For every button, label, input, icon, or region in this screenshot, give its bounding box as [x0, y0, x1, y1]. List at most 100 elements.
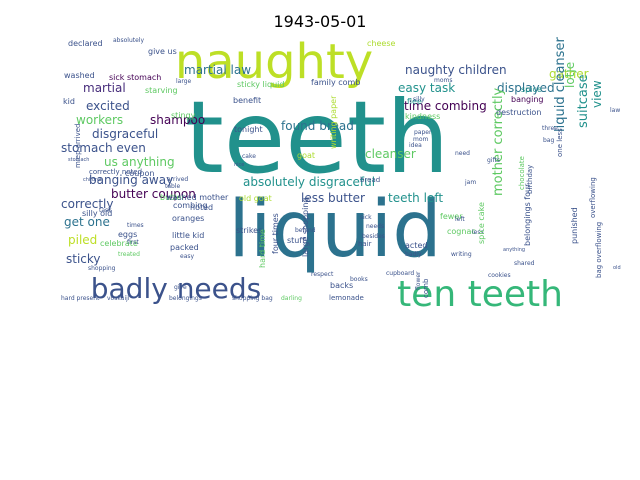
word-benefit: benefit — [233, 96, 261, 105]
word-arrived: arrived — [167, 176, 188, 183]
word-destruction: destruction — [496, 108, 541, 117]
word-miep-arrived: miep arrived — [74, 124, 82, 169]
word-washed-mother: washed mother — [166, 193, 229, 202]
word-time-combing: time combing — [404, 99, 487, 113]
word-cognac: cognac — [447, 227, 476, 236]
word-shopping: shopping — [88, 265, 116, 272]
word-banging-away: banging away — [89, 173, 173, 187]
word-writing-paper: writing paper — [329, 95, 338, 149]
word-gifts: gifts — [487, 157, 500, 164]
word-liquid-cleanser: liquid cleanser — [553, 37, 568, 132]
word-hard-time: hard time — [258, 229, 267, 268]
word-tonight: tonight — [234, 125, 263, 134]
word-family-comb: family comb — [311, 78, 360, 87]
word-acted: acted — [405, 241, 427, 250]
word-birthday: birthday — [526, 165, 534, 194]
word-badly: badly — [405, 251, 422, 258]
word-need: need — [455, 150, 470, 157]
word-oranges: oranges — [172, 214, 204, 223]
word-goat: goat — [297, 151, 315, 160]
word-task: task — [99, 207, 112, 214]
word-declared: declared — [68, 39, 103, 48]
word-bread: bread — [360, 176, 380, 184]
word-voskuijl: voskuijl — [107, 295, 130, 302]
word-little-kid: little kid — [172, 231, 204, 240]
word-found-bread: found bread — [281, 119, 354, 133]
word-spice: spice — [521, 85, 542, 94]
word-less-butter: less butter — [301, 191, 365, 205]
word-combing: combing — [173, 201, 208, 210]
word-martial-law: martial law — [184, 63, 251, 77]
word-behind: behind — [295, 227, 316, 234]
word-absolutely: absolutely — [113, 37, 144, 44]
word-disgraceful: disgraceful — [92, 127, 158, 141]
word-absolutely-disgraceful: absolutely disgraceful — [243, 175, 375, 189]
word-banging: banging — [511, 95, 544, 104]
word-flower: flower — [415, 271, 422, 290]
word-lemonade: lemonade — [329, 294, 364, 302]
word-give-us: give us — [148, 47, 177, 56]
word-treated: treated — [118, 251, 140, 258]
word-chocolate: chocolate — [518, 156, 526, 190]
word-comb: comb — [422, 278, 430, 298]
word-children: children — [83, 177, 103, 183]
word-get-one: get one — [64, 215, 110, 229]
word-old: old — [613, 265, 621, 271]
word-noted: noted — [190, 203, 213, 212]
word-coupon: coupon — [125, 169, 154, 178]
word-hair: hair — [358, 240, 372, 248]
word-cleanser: cleanser — [365, 147, 416, 161]
word-left: left — [455, 216, 465, 223]
word-strikes: strikes — [236, 226, 262, 235]
word-ten-teeth: ten teeth — [397, 274, 563, 315]
word-stomach: stomach — [68, 157, 89, 163]
word-bag: bag — [543, 137, 554, 144]
word-stingy: stingy — [171, 111, 196, 120]
word-darling: darling — [281, 295, 302, 302]
word-punished: punished — [570, 207, 579, 244]
word-displayed: displayed — [497, 81, 555, 95]
word-lotje: lotje — [563, 62, 577, 88]
word-bag-overflowing: bag overflowing — [595, 222, 603, 278]
word-law: law — [610, 107, 620, 114]
word-belongings-four: belongings four — [523, 183, 532, 246]
word-besides: besides — [362, 233, 385, 240]
word-correctly-noted: correctly noted — [89, 168, 142, 176]
word-silly: silly — [413, 96, 425, 103]
word-hard-present: hard present — [61, 295, 100, 302]
word-old-goat: old goat — [239, 194, 272, 203]
word-packed: packed — [170, 243, 199, 252]
word-workers: workers — [76, 113, 123, 127]
word-paper: paper — [414, 129, 432, 136]
word-sick: sick — [360, 214, 372, 221]
word-correctly: correctly — [61, 197, 113, 211]
word-overflowing: overflowing — [589, 177, 597, 218]
word-times: times — [127, 222, 144, 229]
word-martial: martial — [83, 81, 126, 95]
word-teeth: teeth — [185, 79, 450, 196]
word-gather: gather — [549, 67, 589, 81]
word-table: table — [165, 183, 181, 190]
word-us-anything: us anything — [104, 155, 175, 169]
word-spice-cake: spice cake — [477, 202, 486, 244]
word-jam: jam — [464, 179, 476, 186]
word-belongings: belongings — [169, 295, 202, 302]
word-excited: excited — [86, 99, 130, 113]
word-butter: butter — [160, 193, 185, 202]
word-cookies: cookies — [488, 272, 511, 279]
word-backs: backs — [330, 281, 353, 290]
word-large-shopping: large shopping — [301, 198, 310, 257]
word-easy-task: easy task — [398, 81, 455, 95]
word-first: first — [127, 239, 139, 246]
word-give: give — [174, 284, 187, 291]
word-liquid: liquid — [228, 185, 441, 275]
word-mother-correctly: mother correctly — [491, 87, 506, 196]
word-sticky-liquid: sticky liquid — [237, 80, 284, 89]
word-idea: idea — [409, 142, 422, 149]
word-one-less: one less — [556, 128, 564, 157]
chart-title: 1943-05-01 — [273, 12, 367, 31]
word-mom: mom — [413, 136, 429, 143]
word-naughty: naughty — [175, 34, 373, 90]
word-respect: respect — [311, 271, 334, 278]
